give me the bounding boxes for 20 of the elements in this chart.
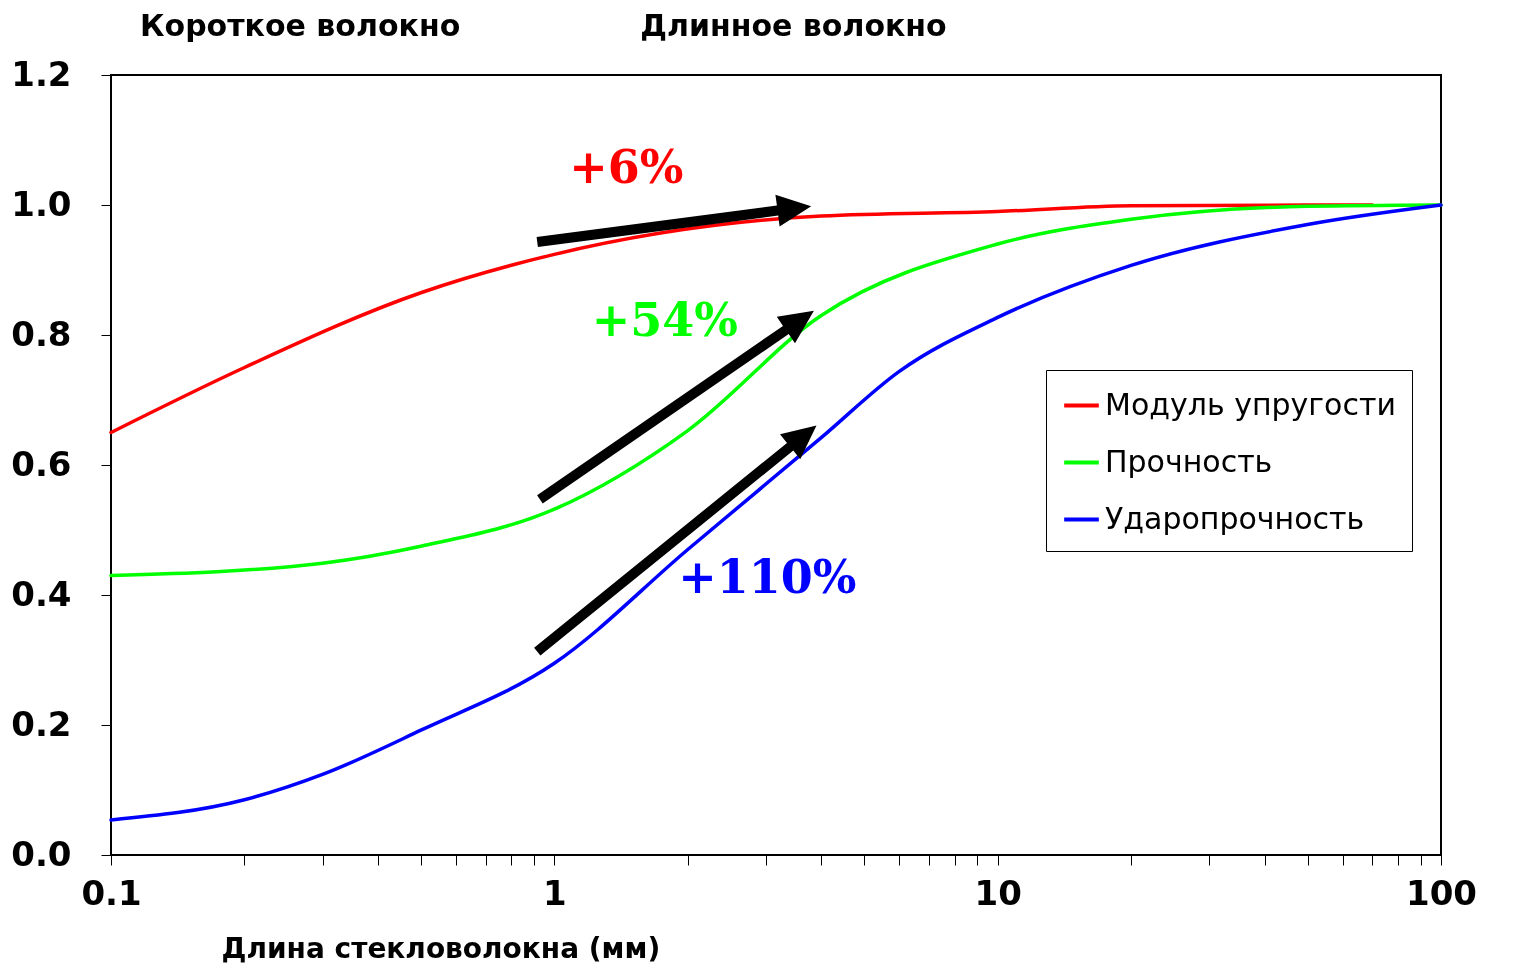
y-tick-label: 0.6 [11,443,72,484]
legend-label: Ударопрочность [1105,500,1365,536]
y-tick-label: 1.0 [11,183,72,224]
y-tick-label: 0.2 [11,703,72,744]
y-tick-label: 1.2 [11,53,72,94]
annotation: +54% [591,293,739,348]
x-axis-title: Длина стекловолокна (мм) [221,931,661,965]
legend-label: Прочность [1105,443,1273,479]
x-tick-label: 0.1 [81,872,142,913]
annotation: +6% [569,140,684,195]
y-tick-label: 0.8 [11,313,72,354]
x-tick-label: 1 [543,872,567,913]
y-tick-label: 0.4 [11,573,72,614]
y-tick-label: 0.0 [11,833,72,874]
text: Короткое волокно [140,8,461,45]
legend-label: Модуль упругости [1105,386,1396,422]
x-tick-label: 10 [974,872,1022,913]
x-tick-label: 100 [1406,872,1477,913]
annotation: +110% [678,550,857,605]
text: Длинное волокно [640,8,947,45]
